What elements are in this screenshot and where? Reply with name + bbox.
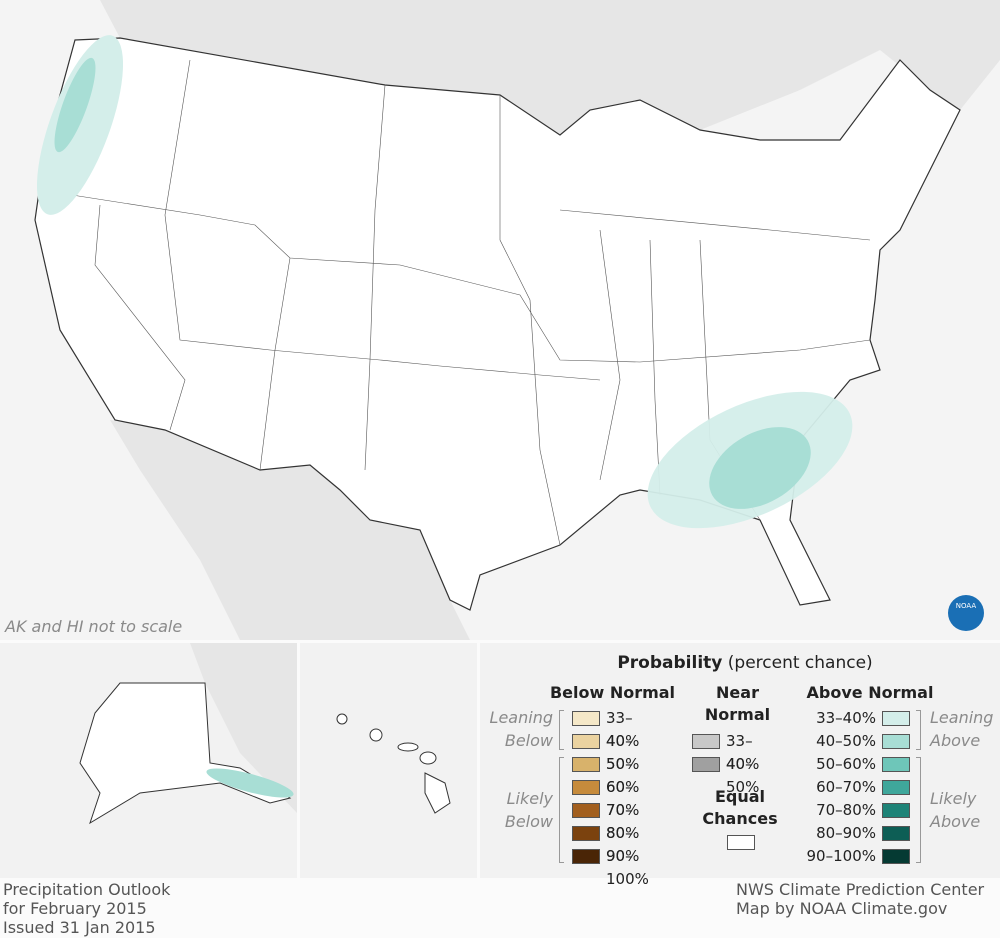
hawaii-map xyxy=(336,713,451,814)
legend-swatch xyxy=(882,757,910,772)
legend-label: 80–90% xyxy=(816,824,876,842)
legend-label: 70–80% xyxy=(816,801,876,819)
footer-line: for February 2015 xyxy=(3,899,147,918)
alaska-panel xyxy=(0,643,297,878)
legend-swatch xyxy=(882,780,910,795)
legend-label: 90–100% xyxy=(606,847,649,888)
near-heading: Near Normal xyxy=(704,683,771,724)
legend-swatch xyxy=(572,826,600,841)
legend-swatch xyxy=(882,826,910,841)
footer-line: Precipitation Outlook xyxy=(3,880,171,899)
legend-swatch xyxy=(882,803,910,818)
legend-label: 60–70% xyxy=(816,778,876,796)
legend-label: 40–50% xyxy=(606,732,640,773)
legend-label: 60–70% xyxy=(606,778,640,819)
scale-note: AK and HI not to scale xyxy=(4,617,182,636)
legend-swatch xyxy=(882,711,910,726)
legend-swatch xyxy=(572,803,600,818)
footer-left: Precipitation Outlook for February 2015 … xyxy=(3,880,170,937)
legend-label: 40–50% xyxy=(816,732,876,750)
bracket xyxy=(916,757,921,863)
legend-label: 90–100% xyxy=(806,847,876,865)
bracket xyxy=(559,757,564,863)
us-map: AK and HI not to scale NOAA xyxy=(4,0,1000,640)
legend-swatch xyxy=(882,849,910,864)
legend-swatch xyxy=(727,835,755,850)
legend-label: 33–40% xyxy=(816,709,876,727)
state-lines xyxy=(39,59,871,546)
equal-chances: Equal Chances xyxy=(702,787,778,828)
legend-swatch xyxy=(692,757,720,772)
legend-swatch xyxy=(572,780,600,795)
footer-line: Map by NOAA Climate.gov xyxy=(736,899,948,918)
noaa-logo xyxy=(948,595,984,631)
legend-label: 33–40% xyxy=(726,732,760,773)
legend-label: 33–40% xyxy=(606,709,640,750)
legend-label: 80–90% xyxy=(606,824,640,865)
legend-swatch xyxy=(572,711,600,726)
legend-swatch xyxy=(572,734,600,749)
legend-label: 50–60% xyxy=(816,755,876,773)
likely-below: Likely Below xyxy=(504,789,553,831)
bracket xyxy=(916,710,921,750)
leaning-below: Leaning Below xyxy=(489,708,553,750)
footer-line: Issued 31 Jan 2015 xyxy=(3,918,156,937)
legend-swatch xyxy=(882,734,910,749)
above-heading: Above Normal xyxy=(806,683,934,702)
logo-text: NOAA xyxy=(956,602,977,610)
below-heading: Below Normal xyxy=(549,683,676,702)
footer-right: NWS Climate Prediction Center Map by NOA… xyxy=(736,880,984,918)
legend-swatch xyxy=(572,849,600,864)
legend-title: Probability xyxy=(617,653,723,673)
bracket xyxy=(559,710,564,750)
legend-swatch xyxy=(572,757,600,772)
hawaii-panel xyxy=(300,643,477,878)
legend-label: 70–80% xyxy=(606,801,640,842)
alaska-map xyxy=(0,643,297,825)
canada xyxy=(100,0,1000,135)
likely-above: Likely Above xyxy=(930,789,981,831)
legend-subtitle: (percent chance) xyxy=(727,653,873,673)
leaning-above: Leaning Above xyxy=(930,708,994,750)
mexico xyxy=(110,420,470,640)
footer-line: NWS Climate Prediction Center xyxy=(736,880,985,899)
outlook-shading xyxy=(36,35,853,529)
legend-title-row: Probability (percent chance) xyxy=(560,652,930,675)
legend-label: 40–50% xyxy=(726,755,760,796)
legend-swatch xyxy=(692,734,720,749)
legend-label: 50–60% xyxy=(606,755,640,796)
